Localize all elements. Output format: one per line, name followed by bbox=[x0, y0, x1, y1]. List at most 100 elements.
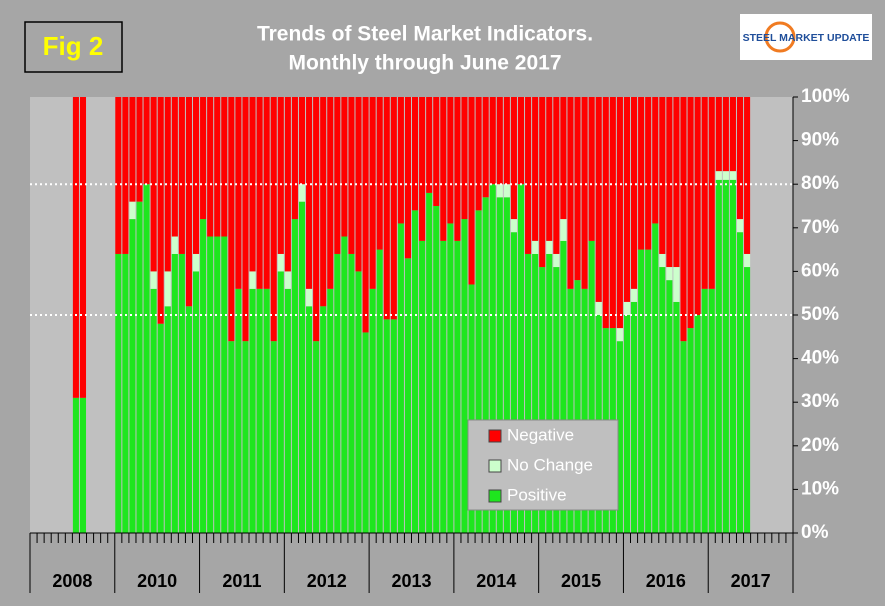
bar-segment bbox=[355, 97, 362, 272]
bar-segment bbox=[645, 97, 652, 250]
y-tick-label: 60% bbox=[801, 260, 839, 281]
year-label: 2011 bbox=[222, 571, 261, 591]
bar-segment bbox=[645, 249, 652, 533]
bar-segment bbox=[298, 201, 306, 533]
bar-segment bbox=[355, 271, 362, 533]
bar-segment bbox=[652, 223, 659, 533]
bar-segment bbox=[532, 240, 539, 254]
bar-segment bbox=[659, 253, 666, 268]
bar-segment bbox=[200, 97, 207, 220]
bar-segment bbox=[447, 97, 454, 224]
bar-segment bbox=[588, 240, 595, 533]
bar-segment bbox=[440, 97, 447, 241]
bar-segment bbox=[115, 253, 122, 533]
bar-segment bbox=[178, 97, 185, 254]
bar-segment bbox=[263, 288, 270, 533]
bar-segment bbox=[129, 219, 136, 533]
bar-segment bbox=[320, 306, 327, 533]
bar-segment bbox=[631, 97, 638, 289]
bar-segment bbox=[376, 249, 383, 533]
bar-segment bbox=[475, 97, 482, 211]
bar-segment bbox=[595, 301, 602, 315]
fig-box bbox=[24, 21, 123, 73]
bar-segment bbox=[291, 219, 298, 533]
bar-segment bbox=[659, 267, 666, 533]
bar-segment bbox=[546, 97, 553, 241]
bar-segment bbox=[207, 97, 214, 237]
bar-segment bbox=[397, 97, 404, 224]
bar-segment bbox=[383, 97, 390, 320]
bar-segment bbox=[736, 97, 744, 220]
bar-segment bbox=[306, 97, 313, 289]
bar-segment bbox=[652, 97, 659, 224]
bar-segment bbox=[574, 97, 581, 281]
bar-segment bbox=[192, 271, 200, 533]
bar-segment bbox=[517, 97, 525, 185]
bar-segment bbox=[609, 97, 616, 329]
bar-segment bbox=[553, 97, 560, 254]
bar-segment bbox=[560, 97, 567, 220]
bar-segment bbox=[680, 341, 687, 533]
bar-segment bbox=[235, 97, 242, 289]
legend-label: Positive bbox=[507, 485, 567, 504]
bar-segment bbox=[616, 328, 623, 342]
bar-segment bbox=[736, 232, 744, 533]
bar-segment bbox=[192, 97, 200, 254]
bar-segment bbox=[404, 258, 411, 533]
bar-segment bbox=[433, 206, 440, 533]
bar-segment bbox=[369, 288, 376, 533]
bar-segment bbox=[454, 240, 461, 533]
bar-segment bbox=[284, 97, 291, 272]
bar-segment bbox=[334, 97, 341, 254]
legend-label: Negative bbox=[507, 425, 574, 444]
y-tick-label: 0% bbox=[801, 522, 829, 543]
bar-segment bbox=[666, 97, 673, 268]
bar-segment bbox=[525, 253, 532, 533]
bar-segment bbox=[291, 97, 298, 220]
bar-segment bbox=[136, 97, 143, 202]
bar-segment bbox=[129, 97, 136, 202]
bar-segment bbox=[214, 97, 221, 237]
bar-segment bbox=[715, 97, 722, 172]
year-label: 2017 bbox=[731, 571, 771, 591]
bar-segment bbox=[341, 236, 348, 533]
bar-segment bbox=[249, 288, 256, 533]
bar-segment bbox=[362, 332, 369, 533]
bar-segment bbox=[376, 97, 383, 250]
bar-segment bbox=[150, 97, 157, 272]
bar-segment bbox=[666, 267, 673, 281]
bar-segment bbox=[171, 236, 178, 254]
bar-segment bbox=[447, 223, 454, 533]
bar-segment bbox=[72, 97, 79, 398]
bar-segment bbox=[461, 97, 468, 220]
bar-segment bbox=[680, 97, 687, 342]
bar-segment bbox=[553, 253, 560, 268]
bar-segment bbox=[461, 219, 468, 533]
bar-segment bbox=[489, 97, 496, 185]
y-tick-label: 90% bbox=[801, 130, 839, 151]
bar-segment bbox=[744, 253, 751, 268]
bar-segment bbox=[729, 171, 736, 180]
bar-segment bbox=[546, 253, 553, 533]
bar-segment bbox=[539, 267, 546, 533]
year-label: 2014 bbox=[476, 571, 516, 591]
bar-segment bbox=[546, 240, 553, 254]
y-tick-label: 70% bbox=[801, 217, 839, 238]
bar-segment bbox=[164, 306, 171, 533]
bar-segment bbox=[306, 306, 313, 533]
bar-segment bbox=[72, 397, 79, 533]
bar-segment bbox=[694, 315, 701, 533]
bar-segment bbox=[207, 236, 214, 533]
bar-segment bbox=[249, 271, 256, 289]
legend-swatch bbox=[488, 459, 502, 473]
bar-segment bbox=[348, 253, 355, 533]
bar-segment bbox=[129, 201, 136, 220]
y-tick-label: 80% bbox=[801, 173, 839, 194]
y-tick-label: 100% bbox=[801, 86, 850, 107]
bar-segment bbox=[525, 97, 532, 254]
bar-segment bbox=[560, 219, 567, 241]
bar-segment bbox=[221, 97, 228, 237]
bar-segment bbox=[574, 280, 581, 533]
bar-segment bbox=[185, 97, 192, 307]
logo-box bbox=[740, 14, 872, 60]
